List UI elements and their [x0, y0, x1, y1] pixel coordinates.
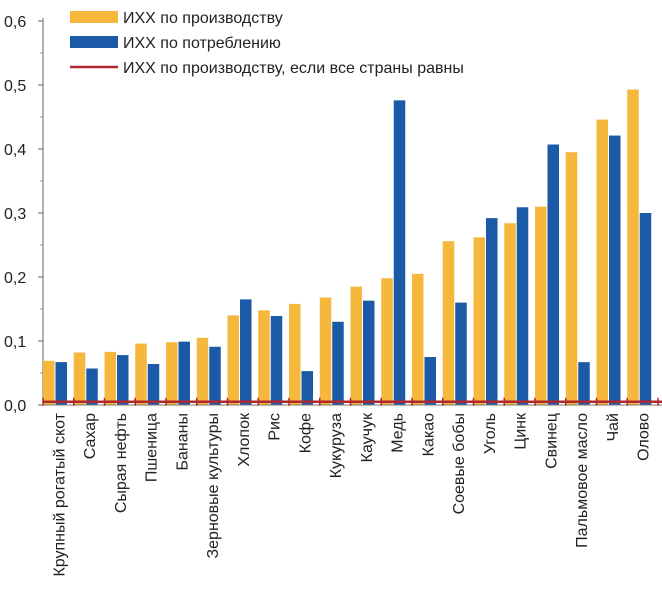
production-bar [412, 273, 424, 405]
consumption-bar [270, 316, 283, 405]
consumption-bar [55, 362, 67, 405]
consumption-bar [363, 300, 375, 405]
x-category-label: Соевые бобы [451, 413, 468, 514]
legend-consumption-swatch [70, 36, 118, 48]
x-category-label: Кофе [297, 413, 314, 453]
legend-consumption-label: ИХХ по потреблению [123, 35, 281, 52]
x-category-label: Рис [267, 413, 284, 441]
consumption-bar [86, 368, 98, 405]
production-bar [350, 286, 362, 405]
consumption-bar [240, 299, 252, 405]
x-category-label: Уголь [482, 413, 499, 454]
production-bar [381, 278, 393, 405]
consumption-bar [117, 355, 129, 405]
legend-production-swatch [70, 11, 118, 23]
y-tick-label: 0,6 [4, 14, 26, 31]
x-category-label: Какао [420, 413, 437, 456]
production-bar [73, 352, 86, 405]
reference-line [42, 397, 662, 406]
production-bar [565, 152, 578, 405]
consumption-bar [301, 371, 313, 405]
x-category-label: Цинк [513, 412, 530, 450]
production-bar [258, 310, 270, 405]
production-bar [196, 337, 209, 405]
y-tick-label: 0,2 [4, 270, 26, 287]
production-bar [473, 237, 485, 405]
consumption-bar [578, 362, 590, 405]
x-category-label: Олово [636, 413, 653, 461]
x-category-label: Медь [390, 413, 407, 453]
y-tick-label: 0,0 [4, 398, 26, 415]
production-bar [504, 223, 516, 405]
production-bar [289, 303, 301, 405]
consumption-bar [424, 357, 436, 405]
consumption-bar [609, 135, 621, 405]
x-category-label: Пшеница [144, 413, 161, 482]
x-category-label: Зерновые культуры [205, 413, 222, 559]
consumption-bar [639, 213, 652, 405]
x-category-label: Каучук [359, 412, 376, 462]
x-category-label: Сырая нефть [113, 413, 130, 513]
production-bar [227, 315, 239, 405]
y-axis: 0,0 0,1 0,2 0,3 0,4 0,5 0,6 [4, 14, 44, 415]
x-category-label: Крупный рогатый скот [51, 412, 68, 576]
production-bar [135, 343, 147, 405]
production-bar [535, 206, 547, 405]
consumption-bar [147, 364, 160, 405]
x-category-label: Свинец [543, 413, 560, 469]
production-bar [442, 241, 455, 405]
production-bar [596, 119, 608, 405]
consumption-bar [455, 302, 467, 405]
x-category-label: Кукуруза [328, 413, 345, 478]
x-category-label: Бананы [174, 413, 191, 470]
production-bar [166, 342, 178, 405]
y-tick-label: 0,3 [4, 206, 26, 223]
production-bar [43, 360, 55, 405]
consumption-bar [209, 346, 221, 405]
x-axis-labels: Крупный рогатый скот Сахар Сырая нефть Пшен… [51, 412, 652, 577]
legend-equal-countries-label: ИХХ по производству, если все страны рав… [123, 60, 464, 77]
x-category-label: Сахар [82, 413, 99, 459]
production-bar [319, 297, 332, 405]
x-category-label: Чай [605, 413, 622, 442]
x-category-label: Пальмовое масло [574, 413, 591, 548]
consumption-bar [393, 100, 406, 406]
x-category-label: Хлопок [236, 412, 253, 467]
bars [43, 89, 662, 406]
y-tick-label: 0,4 [4, 142, 26, 159]
legend: ИХХ по производству ИХХ по потреблению ИХХ… [70, 10, 464, 77]
y-tick-label: 0,5 [4, 78, 26, 95]
consumption-bar [178, 341, 190, 405]
consumption-bar [332, 321, 344, 405]
consumption-bar [486, 218, 498, 405]
legend-production-label: ИХХ по производству [123, 10, 283, 27]
y-tick-label: 0,1 [4, 334, 26, 351]
consumption-bar [516, 207, 529, 405]
consumption-bar [547, 144, 559, 405]
production-bar [627, 89, 639, 405]
production-bar [104, 351, 116, 405]
